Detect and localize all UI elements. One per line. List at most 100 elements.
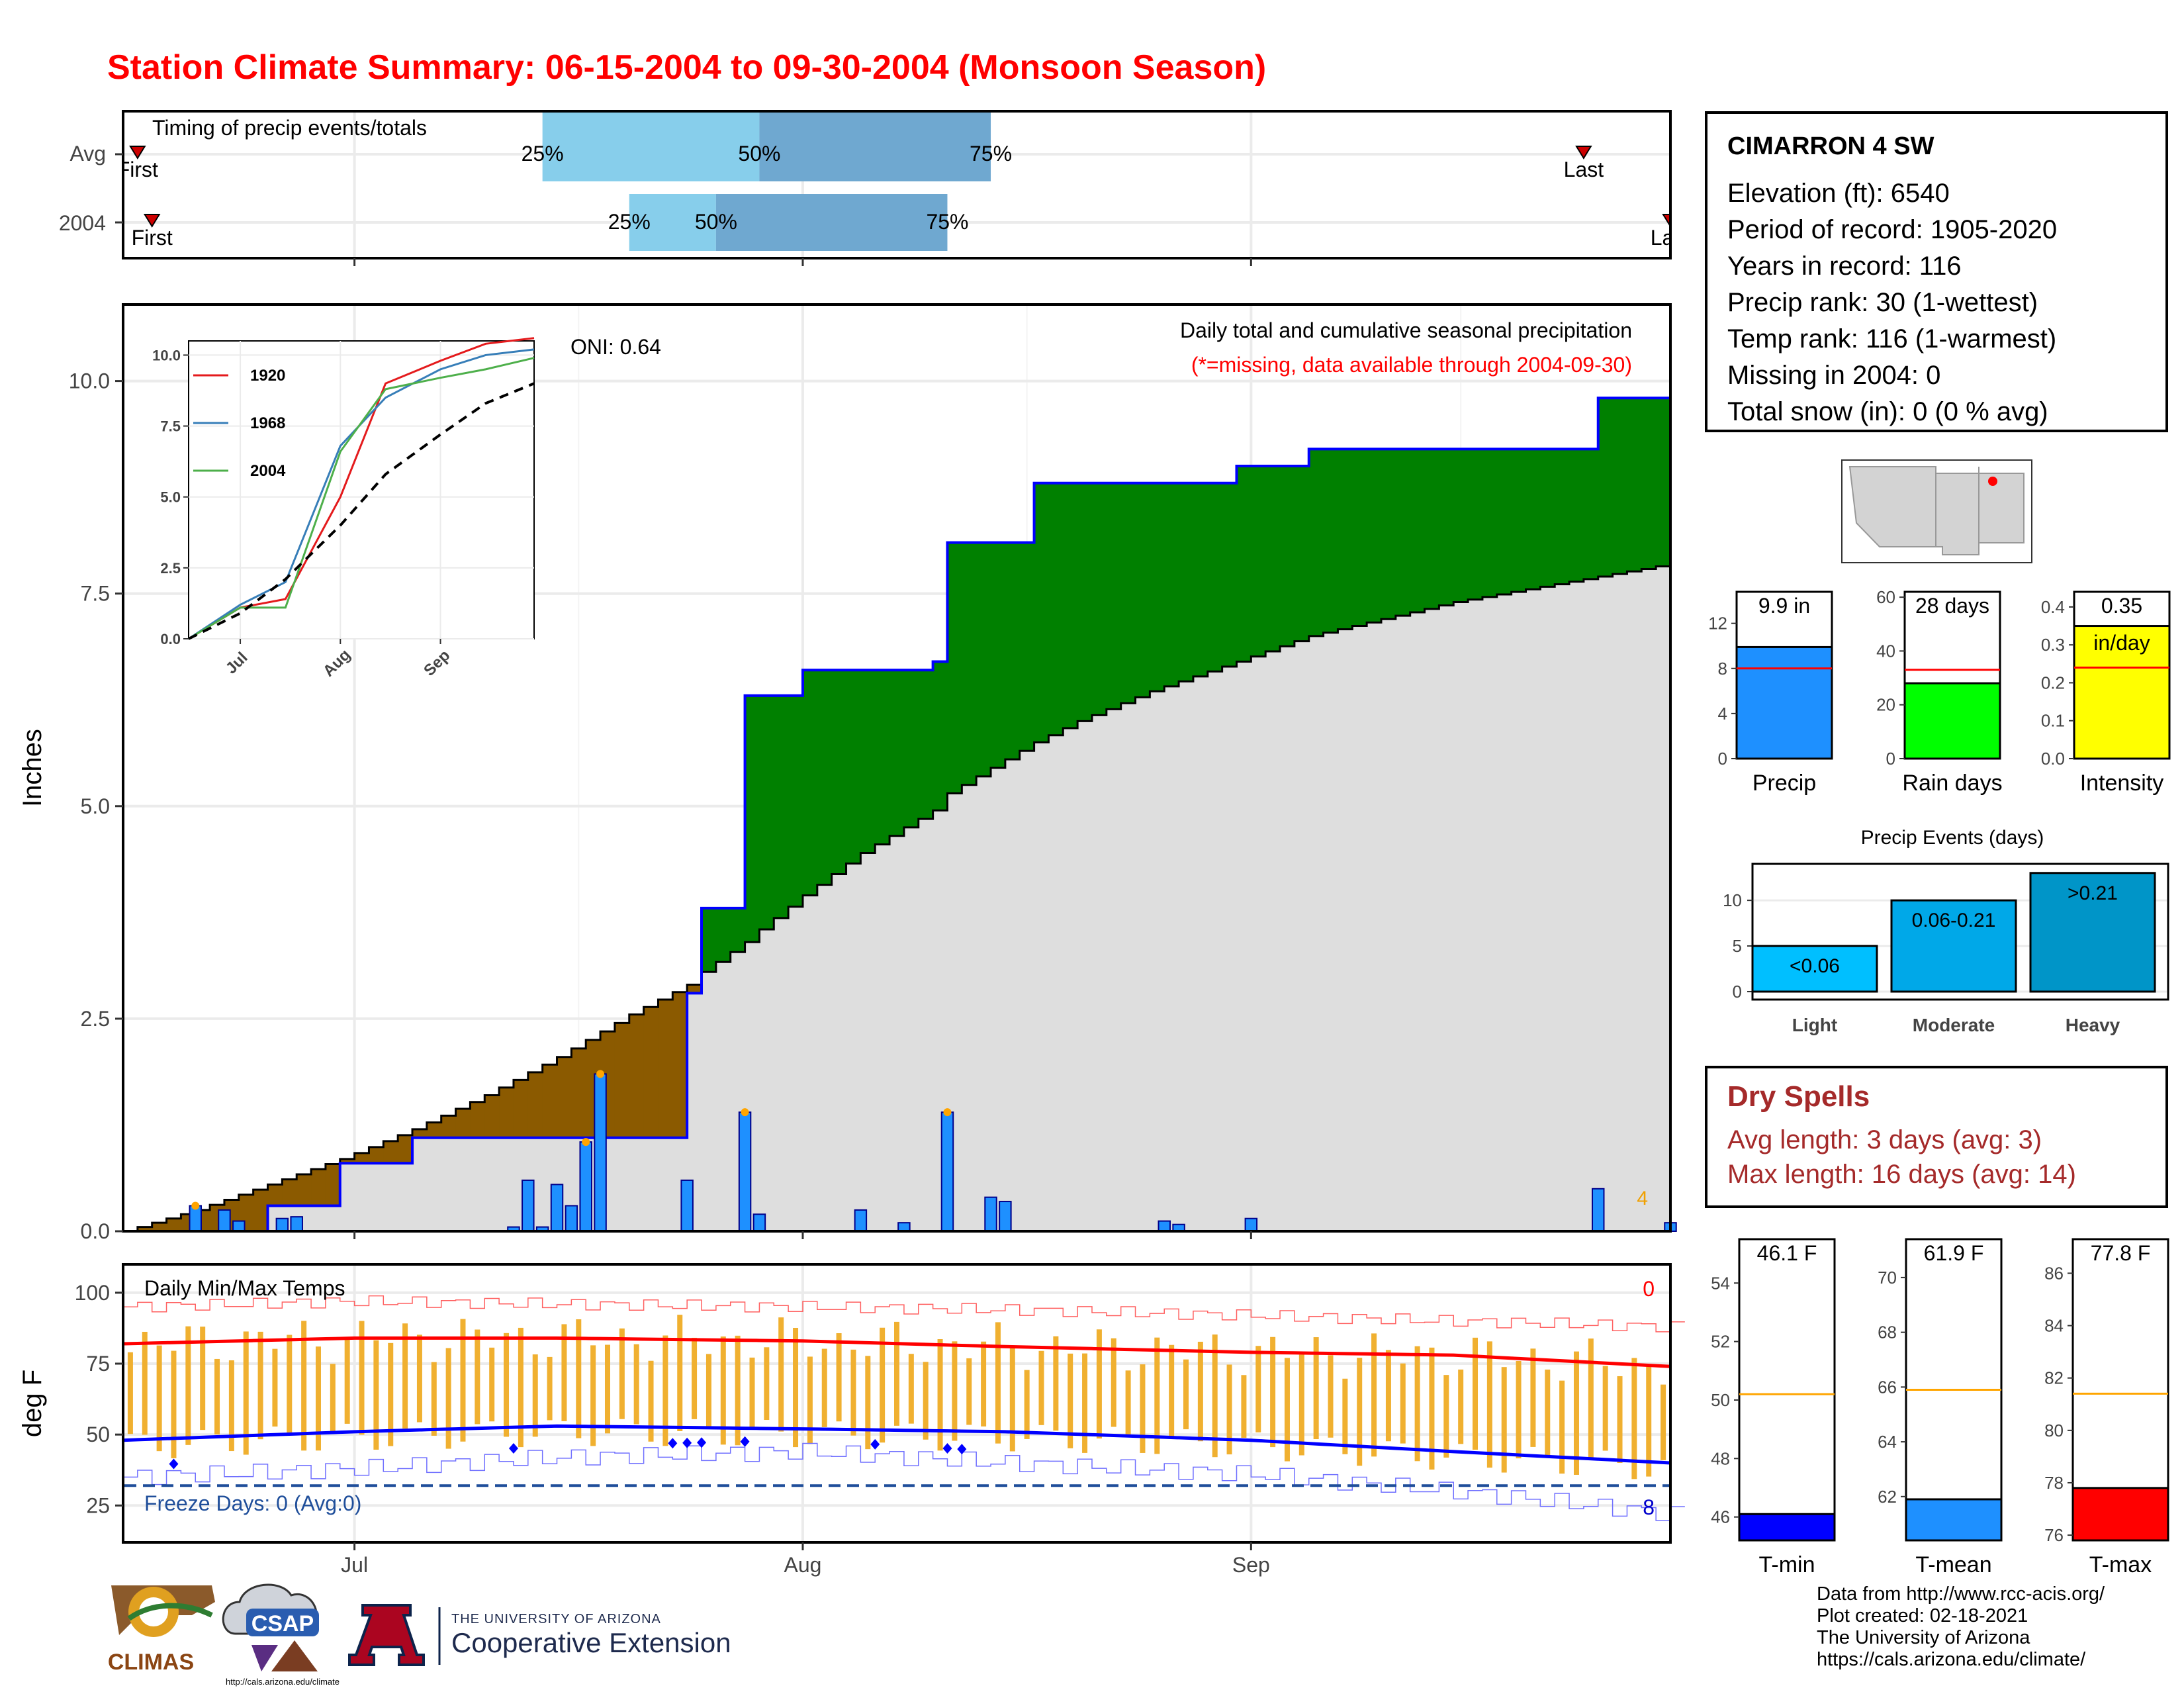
daily-precip-bar xyxy=(232,1220,246,1233)
tmean-summary-tick-label: 70 xyxy=(1878,1268,1897,1288)
temp-top-count: 0 xyxy=(1643,1277,1655,1301)
daily-temp-range-bar xyxy=(1631,1358,1637,1479)
station-info-box: CIMARRON 4 SW Elevation (ft): 6540 Perio… xyxy=(1705,111,2168,432)
credit-line: Data from http://www.rcc-acis.org/ xyxy=(1817,1583,2105,1605)
tmin-summary-tick-label: 50 xyxy=(1711,1390,1730,1410)
dry-spells-avg: Avg length: 3 days (avg: 3) xyxy=(1727,1125,2042,1154)
observed-cumulative-line xyxy=(123,397,1670,1233)
temp-panel: 25 50 75 100 deg F Daily Min/Max Temps Free… xyxy=(18,1263,1685,1577)
daily-temp-range-bar xyxy=(1473,1337,1479,1450)
rain-days-summary-value-label: 28 days xyxy=(1915,594,1989,618)
intensity-summary-bar xyxy=(2073,625,2171,760)
first-event-label: First xyxy=(117,158,158,181)
tmax-summary-tick-label: 78 xyxy=(2044,1473,2064,1493)
tmax-summary-value-label: 77.8 F xyxy=(2091,1241,2151,1265)
above-average-fill xyxy=(1106,483,1122,710)
climas-logo-text: CLIMAS xyxy=(108,1650,194,1675)
events-bar-light xyxy=(1751,945,1878,993)
precip-y-tick-label: 5.0 xyxy=(81,794,110,818)
above-average-fill xyxy=(715,908,731,962)
daily-temp-range-bar xyxy=(1270,1336,1276,1448)
precip-summary-group: 0 4 8 12 9.9 in Precip xyxy=(1708,590,1833,796)
intensity-summary-value-label: 0.35 xyxy=(2101,594,2142,618)
daily-temp-range-bar xyxy=(142,1331,148,1435)
missing-note: (*=missing, data available through 2004-… xyxy=(1191,353,1632,377)
above-average-fill xyxy=(774,695,789,918)
ua-logo xyxy=(348,1604,441,1666)
daily-temp-range-bar xyxy=(908,1354,914,1424)
tmin-summary-tick-label: 48 xyxy=(1711,1448,1730,1468)
precip-y-tick-label: 10.0 xyxy=(69,369,110,393)
above-average-fill xyxy=(1410,449,1426,612)
daily-temp-range-bar xyxy=(1169,1344,1175,1438)
daily-temp-range-bar xyxy=(1154,1337,1160,1454)
daily-temp-range-bar xyxy=(445,1348,451,1449)
tmin-summary-tick-label: 46 xyxy=(1711,1507,1730,1527)
below-average-fill xyxy=(267,1184,283,1206)
above-average-fill xyxy=(1179,483,1194,682)
above-average-fill xyxy=(1135,483,1150,698)
daily-temp-range-bar xyxy=(1545,1369,1551,1456)
daily-temp-range-bar xyxy=(127,1352,133,1434)
timing-q25-label: 25% xyxy=(608,210,651,234)
above-average-fill xyxy=(1251,466,1266,657)
temp-heading: Daily Min/Max Temps xyxy=(144,1276,345,1300)
below-average-fill xyxy=(340,1158,355,1164)
daily-precip-bar xyxy=(218,1209,231,1232)
credit-line: Plot created: 02-18-2021 xyxy=(1817,1605,2028,1626)
above-average-fill xyxy=(860,670,876,853)
above-average-fill xyxy=(1381,449,1396,620)
daily-temp-range-bar xyxy=(171,1350,177,1458)
daily-temp-range-bar xyxy=(1024,1370,1030,1439)
temp-bottom-count: 8 xyxy=(1643,1495,1655,1519)
below-average-fill xyxy=(455,1109,471,1138)
rain-days-summary-axis-label: Rain days xyxy=(1902,771,2002,796)
last-event-label: Last xyxy=(1564,158,1604,181)
daily-temp-range-bar xyxy=(1516,1360,1522,1459)
daily-temp-range-bar xyxy=(200,1327,206,1430)
precip-corner-count: 4 xyxy=(1637,1188,1648,1209)
above-average-fill xyxy=(1468,449,1483,600)
temp-y-tick-label: 25 xyxy=(86,1493,110,1517)
temp-summary-bars: 46 48 50 52 54 46.1 F T-min 62 64 66 68 70 61.9 F T-m… xyxy=(1711,1238,2169,1577)
timing-row-label-2004: 2004 xyxy=(59,211,106,235)
tmean-summary-tick-label: 68 xyxy=(1878,1323,1897,1342)
above-average-fill xyxy=(1598,398,1614,577)
daily-temp-range-bar xyxy=(807,1356,813,1444)
intensity-summary-tick-label: 0.1 xyxy=(2041,711,2065,731)
below-average-fill xyxy=(557,1056,572,1138)
below-average-fill xyxy=(614,1023,630,1138)
below-average-fill xyxy=(441,1115,457,1138)
daily-temp-range-bar xyxy=(923,1362,929,1440)
temp-x-tick-label: Jul xyxy=(341,1553,368,1577)
intensity-summary-tick-label: 0.0 xyxy=(2041,749,2065,769)
above-average-fill xyxy=(1308,449,1324,636)
record-day-marker xyxy=(191,1201,200,1210)
tmin-summary-bar xyxy=(1738,1513,1836,1542)
record-low-marker xyxy=(169,1458,179,1470)
daily-temp-range-bar xyxy=(272,1348,278,1427)
daily-temp-range-bar xyxy=(1530,1348,1536,1447)
daily-precip-bar xyxy=(1158,1220,1171,1233)
below-average-fill xyxy=(643,1007,659,1138)
above-average-fill xyxy=(846,670,861,864)
timing-q75-label: 75% xyxy=(970,142,1012,165)
daily-temp-range-bar xyxy=(1140,1364,1146,1453)
daily-precip-bar xyxy=(1244,1217,1258,1232)
intensity-summary-tick-label: 0.4 xyxy=(2041,597,2065,617)
above-average-fill xyxy=(1236,466,1251,662)
below-average-fill xyxy=(325,1164,341,1206)
station-location-marker xyxy=(1988,477,1997,486)
temp-ylabel: deg F xyxy=(18,1370,47,1437)
events-category-label: Moderate xyxy=(1913,1015,1995,1035)
rain-days-summary-tick-label: 0 xyxy=(1886,749,1895,769)
first-event-marker xyxy=(129,146,146,160)
record-low-marker xyxy=(957,1444,967,1455)
above-average-fill xyxy=(1005,542,1021,760)
tmin-summary-group: 46 48 50 52 54 46.1 F T-min xyxy=(1711,1238,1836,1577)
record-min-line xyxy=(123,1442,1685,1521)
above-average-fill xyxy=(1569,449,1584,582)
above-average-fill xyxy=(1496,449,1512,594)
tmean-summary-bar xyxy=(1905,1498,2003,1542)
